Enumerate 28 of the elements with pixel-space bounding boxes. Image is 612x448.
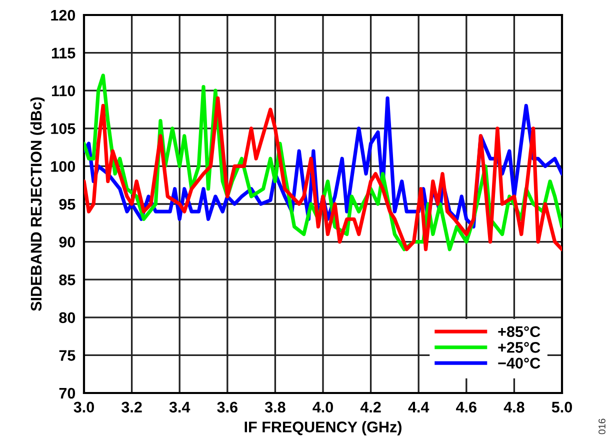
y-axis-title: SIDEBAND REJECTION (dBc) xyxy=(30,97,45,311)
y-tick-label: 85 xyxy=(59,274,76,286)
legend-label: −40°C xyxy=(498,358,540,369)
y-tick-label: 110 xyxy=(52,85,76,96)
x-tick-label: 3.6 xyxy=(217,402,238,413)
x-tick-label: 3.0 xyxy=(74,402,94,413)
y-tick-label: 75 xyxy=(59,350,76,361)
legend-label: +25°C xyxy=(498,342,540,353)
x-tick-label: 4.0 xyxy=(312,402,333,413)
y-tick-label: 105 xyxy=(51,123,76,134)
y-tick-label: 90 xyxy=(59,236,76,248)
x-tick-label: 4.2 xyxy=(360,402,381,412)
text: 016 xyxy=(598,418,606,434)
x-tick-label: 4.8 xyxy=(504,402,524,413)
y-tick-label: 100 xyxy=(51,161,76,172)
x-tick-label: 4.6 xyxy=(456,402,476,413)
y-tick-label: 70 xyxy=(59,388,76,399)
x-tick-label: 4.4 xyxy=(408,402,430,412)
legend-label: +85°C xyxy=(498,326,540,338)
x-tick-label: 3.2 xyxy=(122,402,142,413)
x-tick-label: 3.8 xyxy=(264,402,286,413)
y-tick-label: 80 xyxy=(59,312,76,324)
x-tick-label: 3.4 xyxy=(169,402,190,413)
x-tick-label: 5.0 xyxy=(552,402,572,413)
y-tick-label: 95 xyxy=(59,198,76,210)
y-tick-label: 120 xyxy=(51,10,76,21)
x-axis-title: IF FREQUENCY (GHz) xyxy=(244,421,402,436)
y-tick-label: 115 xyxy=(52,48,76,58)
